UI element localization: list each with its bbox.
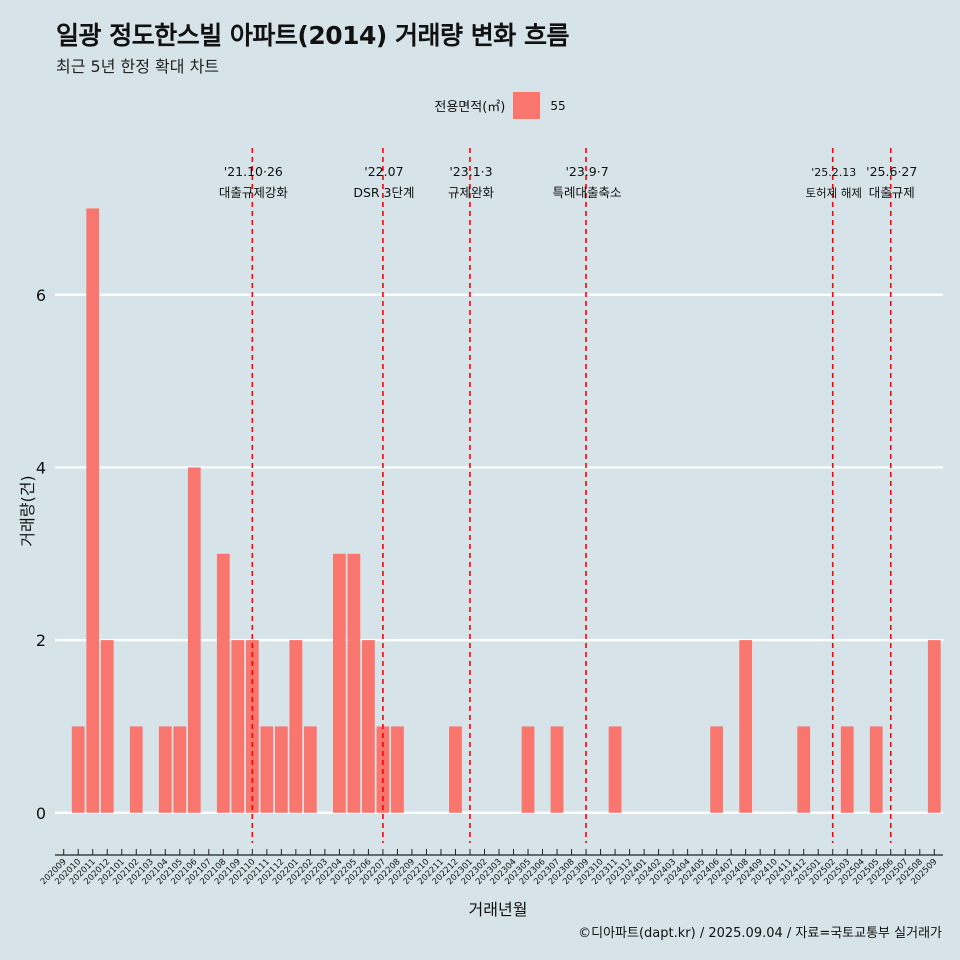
source-caption: ©디아파트(dapt.kr) / 2025.09.04 / 자료=국토교통부 실… (578, 926, 942, 941)
y-tick-label: 0 (36, 804, 46, 823)
event-name-label: 토허제 해제 (805, 186, 862, 200)
bar-202102 (129, 726, 143, 813)
event-annotations: '21.10·26 대출규제강화 '22.07 DSR 3단계 '23.1·3 규제완화 '… (219, 164, 918, 200)
bar-202104 (158, 726, 172, 813)
bar-202111 (260, 726, 274, 813)
bar-202112 (274, 726, 288, 813)
bar-202106 (187, 467, 201, 813)
bar-202503 (840, 726, 854, 813)
event-date-label: '23.9·7 (565, 164, 608, 179)
event-date-label: '25.2.13 (811, 166, 856, 179)
bar-202205 (347, 553, 361, 813)
bar-202311 (608, 726, 622, 813)
bar-202505 (869, 726, 883, 813)
event-date-label: '21.10·26 (224, 164, 283, 179)
bar-202212 (449, 726, 462, 813)
bar-202208 (391, 726, 404, 813)
bar-202206 (362, 640, 375, 813)
chart-title: 일광 정도한스빌 아파트(2014) 거래량 변화 흐름 (56, 21, 569, 50)
y-tick-label: 4 (36, 458, 46, 477)
x-axis-title: 거래년월 (469, 900, 528, 919)
event-lines (251, 148, 892, 843)
bar-202108 (216, 553, 230, 813)
bar-202202 (303, 726, 317, 813)
y-tick-label: 2 (36, 631, 46, 650)
legend-title: 전용면적(㎡) (434, 100, 506, 115)
chart-subtitle: 최근 5년 한정 확대 차트 (56, 57, 220, 76)
bar-202109 (231, 640, 245, 813)
bar-202201 (289, 640, 303, 813)
bars (71, 208, 941, 813)
legend-label: 55 (550, 98, 566, 113)
legend: 전용면적(㎡) 55 (0, 92, 960, 119)
bar-202305 (521, 726, 535, 813)
y-axis: 0 2 4 6 (36, 286, 46, 823)
bar-202307 (550, 726, 564, 813)
grid-lines (55, 293, 943, 814)
event-name-label: 규제완화 (448, 185, 495, 200)
bar-202408 (739, 640, 753, 813)
bar-202011 (86, 208, 100, 813)
event-date-label: '22.07 (364, 164, 403, 179)
event-name-label: 대출규제 (869, 185, 915, 200)
bar-202412 (797, 726, 811, 813)
bar-202204 (333, 553, 346, 813)
event-date-label: '23.1·3 (449, 164, 492, 179)
bar-202010 (71, 726, 85, 813)
x-axis: 2020092020102020112020122021012021022021… (39, 849, 943, 887)
y-axis-title: 거래량(건) (18, 475, 37, 546)
event-name-label: 특례대출축소 (553, 185, 622, 200)
event-date-label: '25.6·27 (866, 164, 917, 179)
legend-swatch (513, 92, 541, 119)
event-name-label: 대출규제강화 (219, 185, 289, 200)
bar-202012 (100, 640, 114, 813)
bar-202105 (173, 726, 187, 813)
event-name-label: DSR 3단계 (353, 185, 414, 200)
y-tick-label: 6 (36, 286, 46, 305)
bar-202509 (927, 640, 941, 813)
bar-202406 (710, 726, 724, 813)
